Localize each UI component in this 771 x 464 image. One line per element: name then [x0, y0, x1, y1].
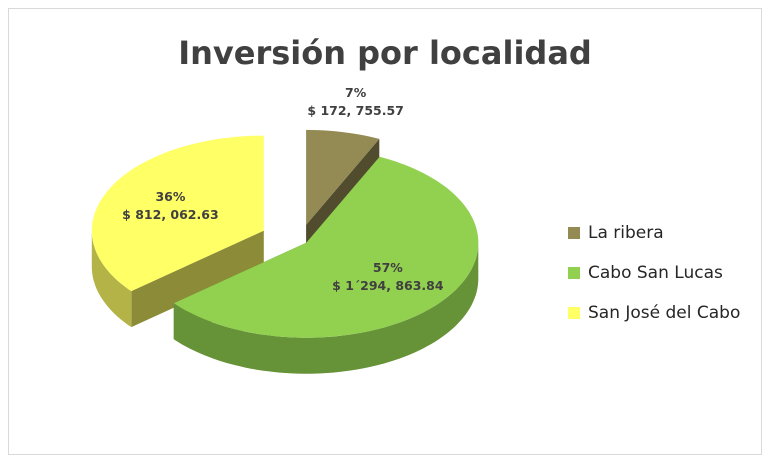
legend-label: Cabo San Lucas — [588, 263, 723, 283]
legend-swatch — [568, 307, 580, 319]
legend-label: San José del Cabo — [588, 303, 740, 323]
legend-swatch — [568, 267, 580, 279]
slice-side — [173, 242, 479, 374]
amount-label: $ 172, 755.57 — [307, 103, 403, 118]
slice — [91, 135, 264, 292]
slice-side — [91, 230, 132, 328]
slice — [306, 129, 380, 225]
data-label: 7% — [345, 85, 367, 100]
amount-label: $ 1´294, 863.84 — [332, 278, 444, 293]
data-label: 36% — [155, 189, 185, 204]
slice-wall — [131, 230, 264, 328]
legend-label: La ribera — [588, 223, 664, 243]
legend-swatch — [568, 227, 580, 239]
slice — [173, 156, 479, 338]
amount-label: $ 812, 062.63 — [122, 207, 218, 222]
data-label: 57% — [373, 260, 403, 275]
chart-title: Inversión por localidad — [178, 34, 592, 72]
